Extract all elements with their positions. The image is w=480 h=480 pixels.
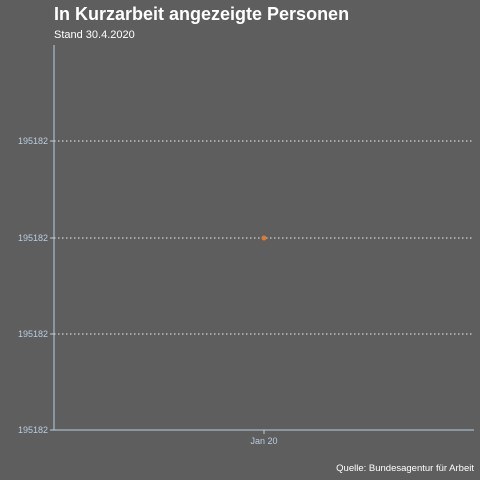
chart-title: In Kurzarbeit angezeigte Personen [54,4,350,24]
chart-subtitle: Stand 30.4.2020 [54,29,135,41]
y-tick-label: 195182 [18,425,48,435]
y-tick-label: 195182 [18,136,48,146]
data-point [261,235,267,241]
source-note: Quelle: Bundesagentur für Arbeit [336,463,474,474]
x-tick-label: Jan 20 [250,436,277,446]
y-tick-label: 195182 [18,329,48,339]
y-tick-label: 195182 [18,233,48,243]
